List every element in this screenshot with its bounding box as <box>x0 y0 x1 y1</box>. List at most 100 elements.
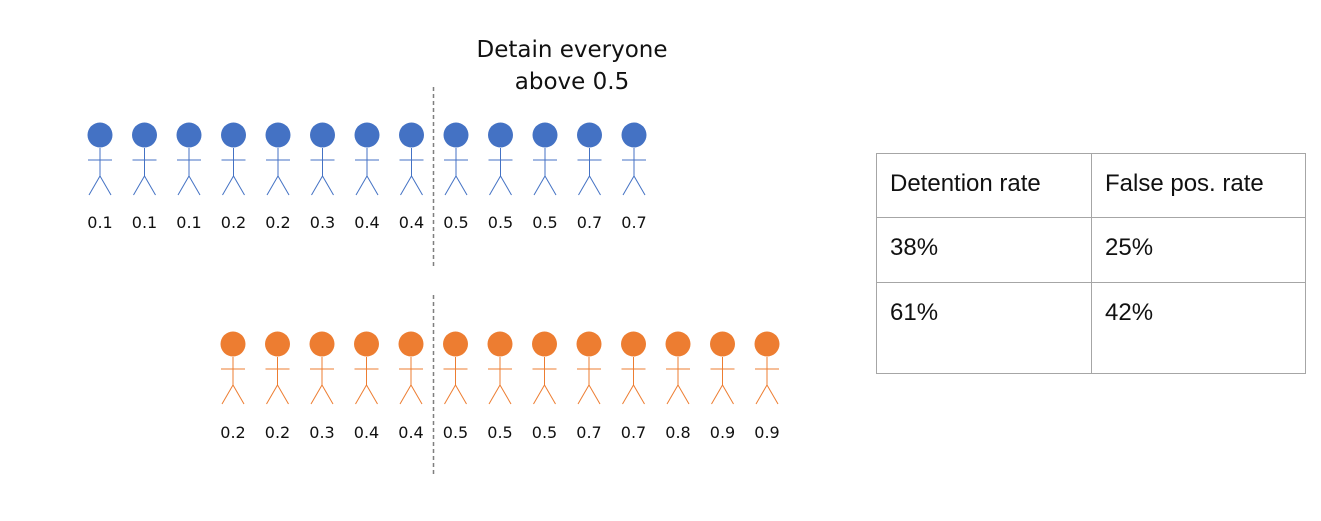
person-figure: 0.8 <box>665 331 691 442</box>
person-head <box>754 331 780 357</box>
header-detention-rate: Detention rate <box>876 153 1092 218</box>
person-figure: 0.5 <box>443 331 468 442</box>
person-head <box>354 122 380 148</box>
person-figure: 0.1 <box>87 122 113 232</box>
person-right-leg <box>322 175 334 196</box>
risk-score-label: 0.4 <box>354 423 379 442</box>
person-left-leg <box>755 384 768 405</box>
risk-score-label: 0.8 <box>665 423 690 442</box>
person-head <box>443 331 468 357</box>
person-figure: 0.7 <box>621 122 647 232</box>
person-right-leg <box>500 175 512 196</box>
person-head <box>621 122 647 148</box>
person-left-leg <box>622 175 635 196</box>
person-right-leg <box>499 384 512 405</box>
person-right-leg <box>633 175 646 196</box>
cell-false-pos-rate: 25% <box>1091 217 1306 283</box>
person-right-leg <box>410 384 423 405</box>
risk-score-label: 0.7 <box>576 423 601 442</box>
person-figure: 0.7 <box>621 331 646 442</box>
person-figure: 0.2 <box>220 331 246 442</box>
table-row: 38% 25% <box>876 217 1306 283</box>
person-left-leg <box>533 175 546 196</box>
risk-score-label: 0.1 <box>176 213 201 232</box>
risk-score-label: 0.2 <box>220 423 245 442</box>
person-left-leg <box>489 175 501 196</box>
person-figure: 0.3 <box>309 331 335 442</box>
person-right-leg <box>144 175 156 196</box>
person-left-leg <box>578 175 590 196</box>
person-left-leg <box>444 384 456 405</box>
risk-score-label: 0.4 <box>399 213 424 232</box>
risk-score-label: 0.3 <box>309 423 334 442</box>
risk-score-label: 0.5 <box>487 423 512 442</box>
person-head <box>488 122 513 148</box>
person-figure: 0.5 <box>488 122 513 232</box>
person-right-leg <box>633 384 645 405</box>
person-head <box>265 331 290 357</box>
person-right-leg <box>366 384 378 405</box>
person-left-leg <box>533 384 545 405</box>
person-head <box>665 331 691 357</box>
person-right-leg <box>99 175 112 196</box>
risk-score-label: 0.9 <box>754 423 779 442</box>
person-right-leg <box>544 384 556 405</box>
person-right-leg <box>277 175 290 196</box>
person-figure: 0.2 <box>265 122 291 232</box>
risk-score-label: 0.2 <box>265 213 290 232</box>
threshold-title-line2: above 0.5 <box>515 69 629 95</box>
person-left-leg <box>488 384 501 405</box>
person-left-leg <box>400 175 412 196</box>
person-head <box>576 331 602 357</box>
person-figure: 0.5 <box>532 331 557 442</box>
person-head <box>310 122 335 148</box>
person-head <box>487 331 513 357</box>
person-right-leg <box>455 384 467 405</box>
blue-group: 0.1 0.1 0.1 0.2 0.2 0.3 0.4 0.4 0.5 0.5 0.5 0.7 0.7 <box>87 122 647 232</box>
threshold-title-line1: Detain everyone <box>476 37 667 63</box>
person-figure: 0.4 <box>354 331 379 442</box>
person-figure: 0.4 <box>398 331 424 442</box>
person-right-leg <box>766 384 779 405</box>
person-figure: 0.7 <box>576 331 602 442</box>
person-head <box>577 122 602 148</box>
person-right-leg <box>188 175 201 196</box>
risk-score-label: 0.5 <box>532 423 557 442</box>
person-left-leg <box>711 384 723 405</box>
person-head <box>87 122 113 148</box>
person-left-leg <box>355 175 368 196</box>
risk-score-label: 0.5 <box>443 423 468 442</box>
risk-score-label: 0.7 <box>621 213 646 232</box>
person-right-leg <box>588 384 601 405</box>
risk-score-label: 0.3 <box>310 213 335 232</box>
risk-score-label: 0.7 <box>621 423 646 442</box>
header-false-pos-rate: False pos. rate <box>1091 153 1306 218</box>
person-figure: 0.2 <box>221 122 246 232</box>
person-figure: 0.3 <box>310 122 335 232</box>
risk-score-label: 0.1 <box>87 213 112 232</box>
person-figure: 0.1 <box>176 122 202 232</box>
person-right-leg <box>232 384 245 405</box>
person-figure: 0.9 <box>754 331 780 442</box>
cell-false-pos-rate: 42% <box>1091 282 1306 374</box>
person-left-leg <box>355 384 367 405</box>
person-left-leg <box>222 175 234 196</box>
person-figure: 0.7 <box>577 122 602 232</box>
person-figure: 0.5 <box>487 331 513 442</box>
person-figure: 0.9 <box>710 331 735 442</box>
person-right-leg <box>589 175 601 196</box>
person-head <box>265 122 291 148</box>
cell-detention-rate: 38% <box>876 217 1092 283</box>
person-head <box>443 122 469 148</box>
person-head <box>176 122 202 148</box>
person-right-leg <box>455 175 468 196</box>
orange-group: 0.2 0.2 0.3 0.4 0.4 0.5 0.5 0.5 0.7 0.7 0.8 0.9 0.9 <box>220 331 780 442</box>
table-row: 61% 42% <box>876 282 1306 374</box>
risk-score-label: 0.5 <box>443 213 468 232</box>
person-right-leg <box>321 384 334 405</box>
risk-score-label: 0.4 <box>398 423 423 442</box>
person-left-leg <box>310 384 323 405</box>
person-figure: 0.2 <box>265 331 290 442</box>
person-figure: 0.5 <box>532 122 558 232</box>
risk-score-label: 0.2 <box>221 213 246 232</box>
